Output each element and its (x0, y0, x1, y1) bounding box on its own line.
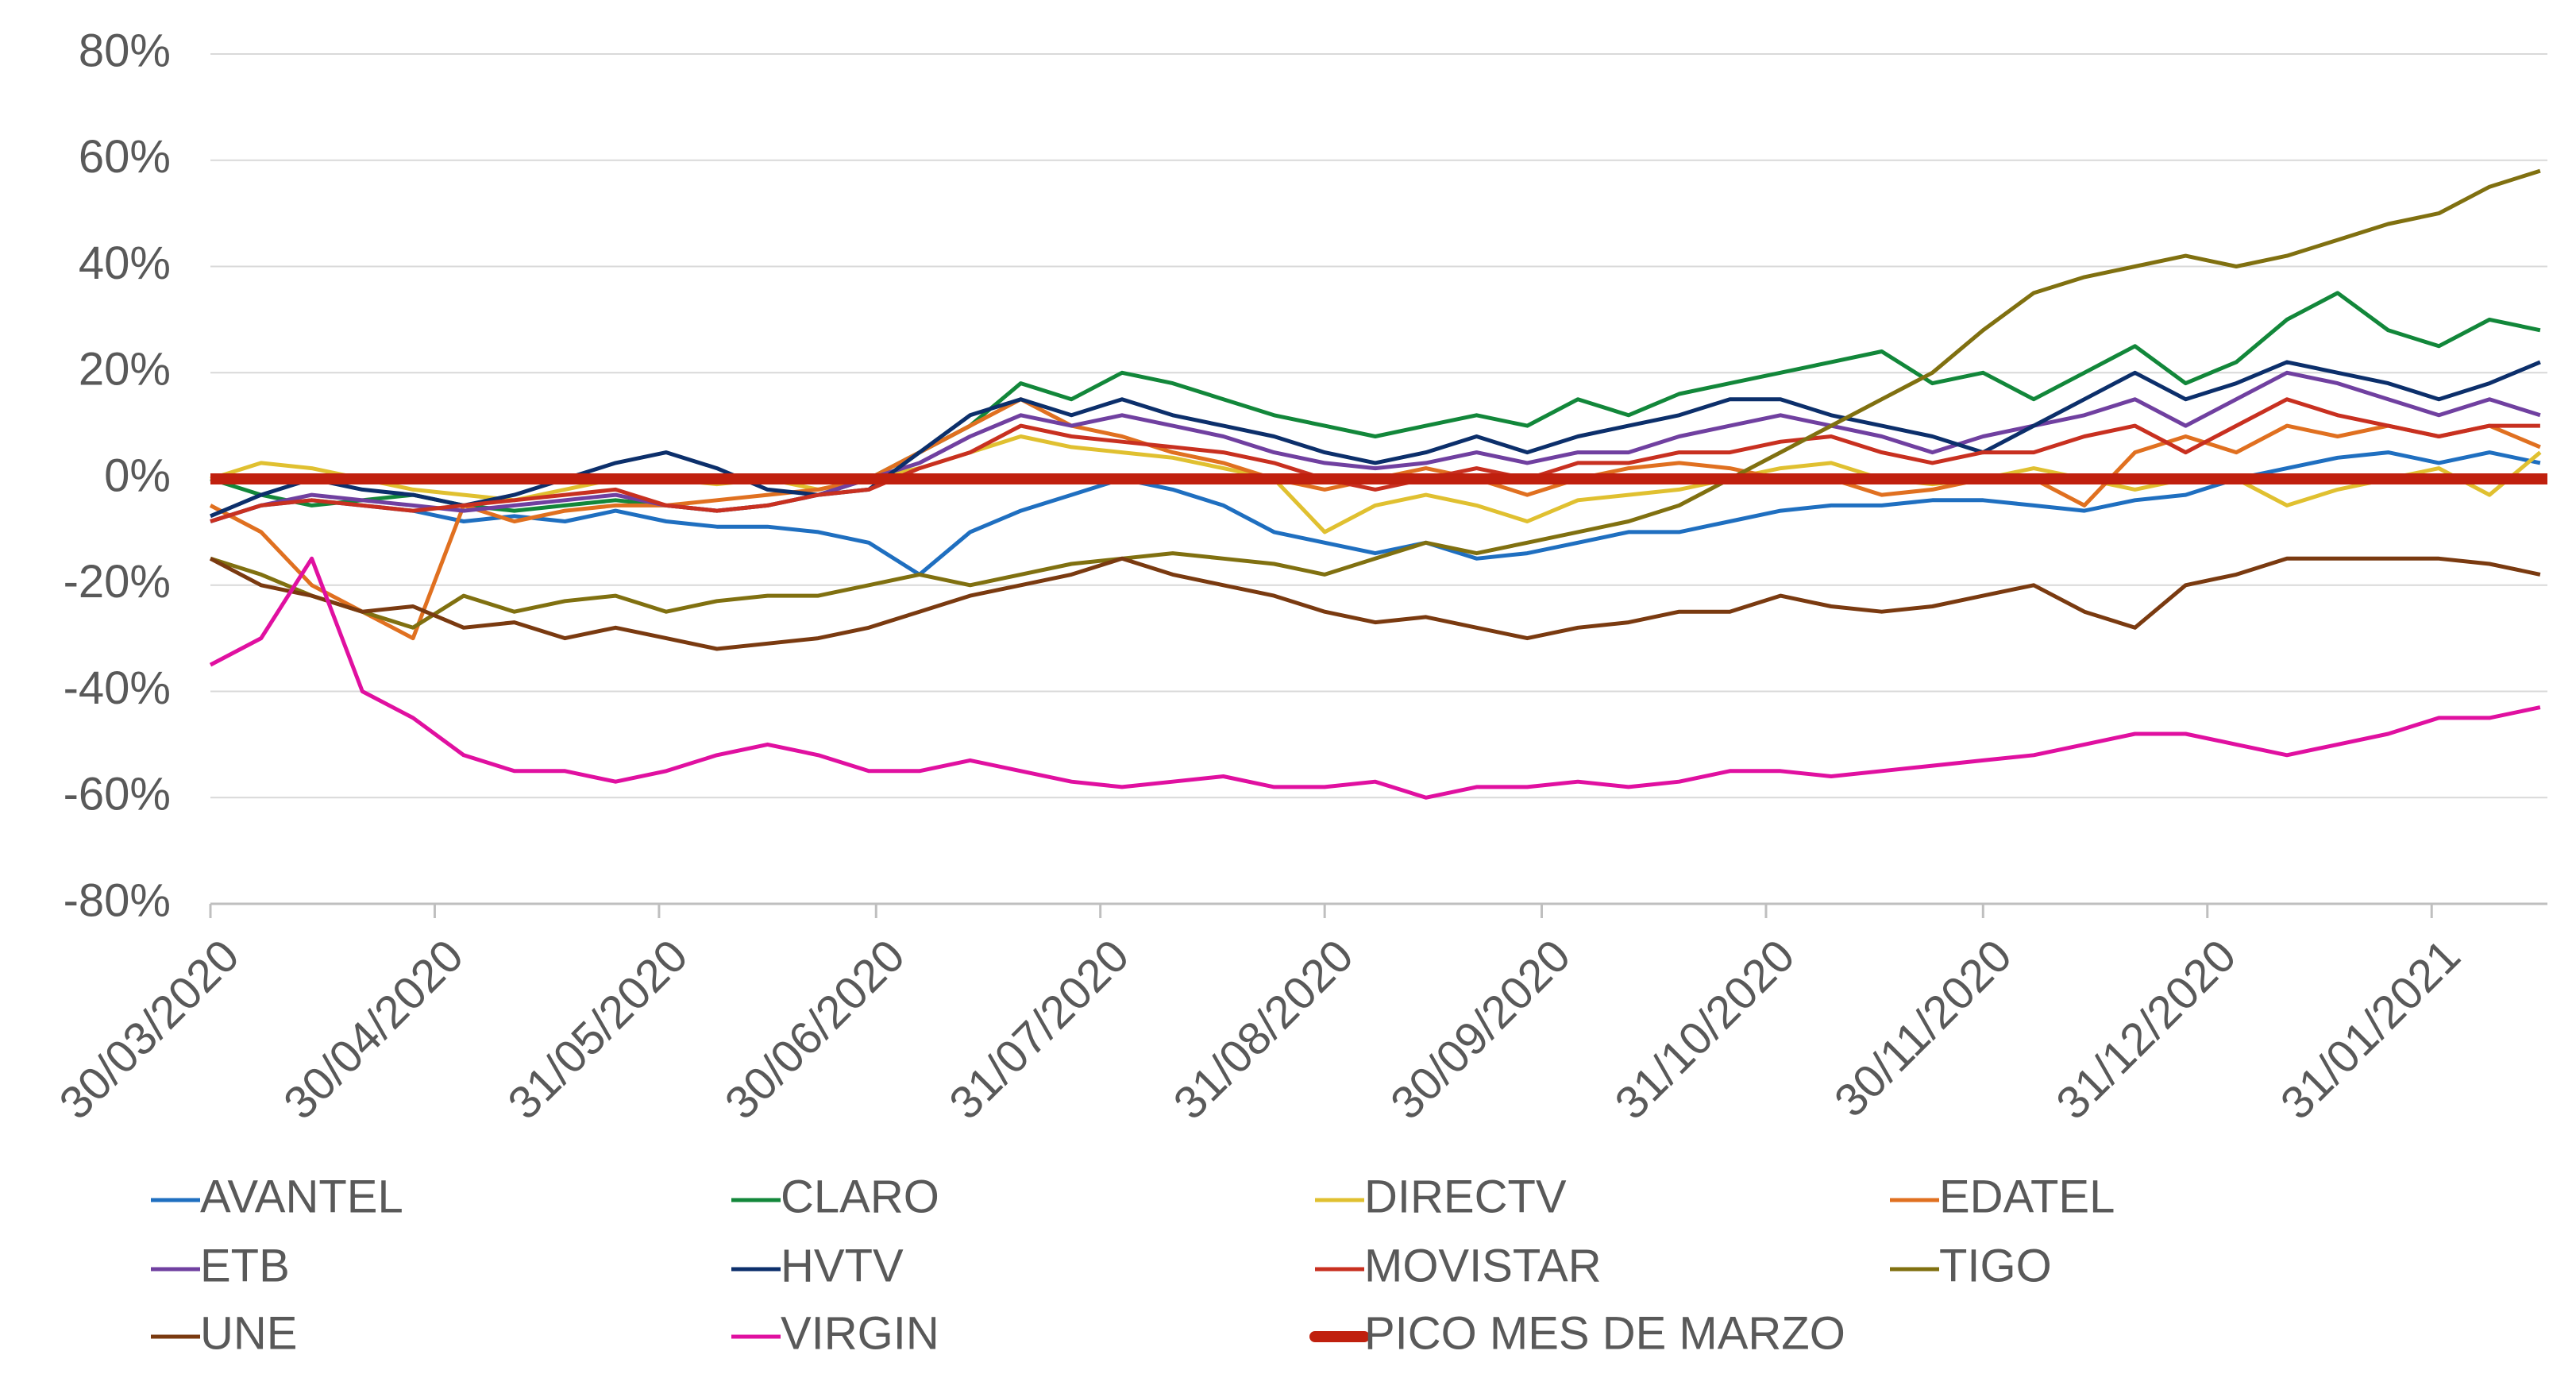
y-tick-label: -20% (64, 556, 171, 608)
x-tick-label: 30/09/2020 (1381, 930, 1580, 1129)
series-line (209, 556, 2541, 651)
y-tick-label: 60% (79, 131, 171, 183)
legend-item: VIRGIN (731, 1307, 939, 1359)
x-tick-label: 30/06/2020 (715, 930, 915, 1129)
x-tick-label: 31/12/2020 (2046, 930, 2246, 1129)
y-tick-label: -80% (64, 874, 171, 926)
legend-item: PICO MES DE MARZO (1309, 1307, 1845, 1359)
legend-label: UNE (200, 1307, 297, 1359)
x-tick-label: 30/03/2020 (49, 930, 249, 1129)
series-line (210, 370, 2541, 523)
series-line (209, 556, 2541, 800)
x-tick-label: 30/11/2020 (1825, 930, 2022, 1127)
y-tick-label: 80% (79, 25, 171, 76)
legend-item: EDATEL (1890, 1171, 2115, 1222)
series-line (210, 291, 2541, 513)
legend-item: HVTV (731, 1240, 904, 1291)
legend-label: DIRECTV (1364, 1171, 1567, 1222)
y-tick-label: -40% (64, 662, 171, 714)
legend-label: MOVISTAR (1364, 1240, 1602, 1291)
y-tick-label: 0% (104, 450, 171, 501)
legend-item: MOVISTAR (1315, 1240, 1602, 1291)
x-tick-label: 30/04/2020 (274, 930, 473, 1129)
legend-label: TIGO (1939, 1240, 2052, 1291)
legend-label: HVTV (781, 1240, 904, 1291)
legend-label: CLARO (781, 1171, 939, 1222)
legend-item: ETB (151, 1240, 290, 1291)
x-tick-label: 31/10/2020 (1605, 930, 1804, 1129)
x-tick-label: 31/01/2021 (2271, 930, 2470, 1129)
series-line (210, 450, 2541, 577)
legend-item: DIRECTV (1315, 1171, 1567, 1222)
legend-item: AVANTEL (151, 1171, 403, 1222)
legend-label: AVANTEL (200, 1171, 403, 1222)
legend-label: EDATEL (1939, 1171, 2115, 1222)
series-line (210, 397, 2540, 523)
legend-label: PICO MES DE MARZO (1364, 1307, 1845, 1359)
legend-item: UNE (151, 1307, 297, 1359)
y-tick-label: -60% (64, 769, 171, 820)
legend-label: ETB (200, 1240, 290, 1291)
x-tick-label: 31/05/2020 (498, 930, 697, 1129)
legend-item: CLARO (731, 1171, 939, 1222)
series-line (210, 360, 2541, 519)
x-tick-label: 31/08/2020 (1164, 930, 1363, 1129)
y-tick-label: 40% (79, 237, 171, 289)
y-tick-label: 20% (79, 344, 171, 396)
series-line (210, 168, 2541, 630)
legend-item: TIGO (1890, 1240, 2052, 1291)
x-tick-label: 31/07/2020 (939, 930, 1139, 1129)
legend-label: VIRGIN (781, 1307, 939, 1359)
